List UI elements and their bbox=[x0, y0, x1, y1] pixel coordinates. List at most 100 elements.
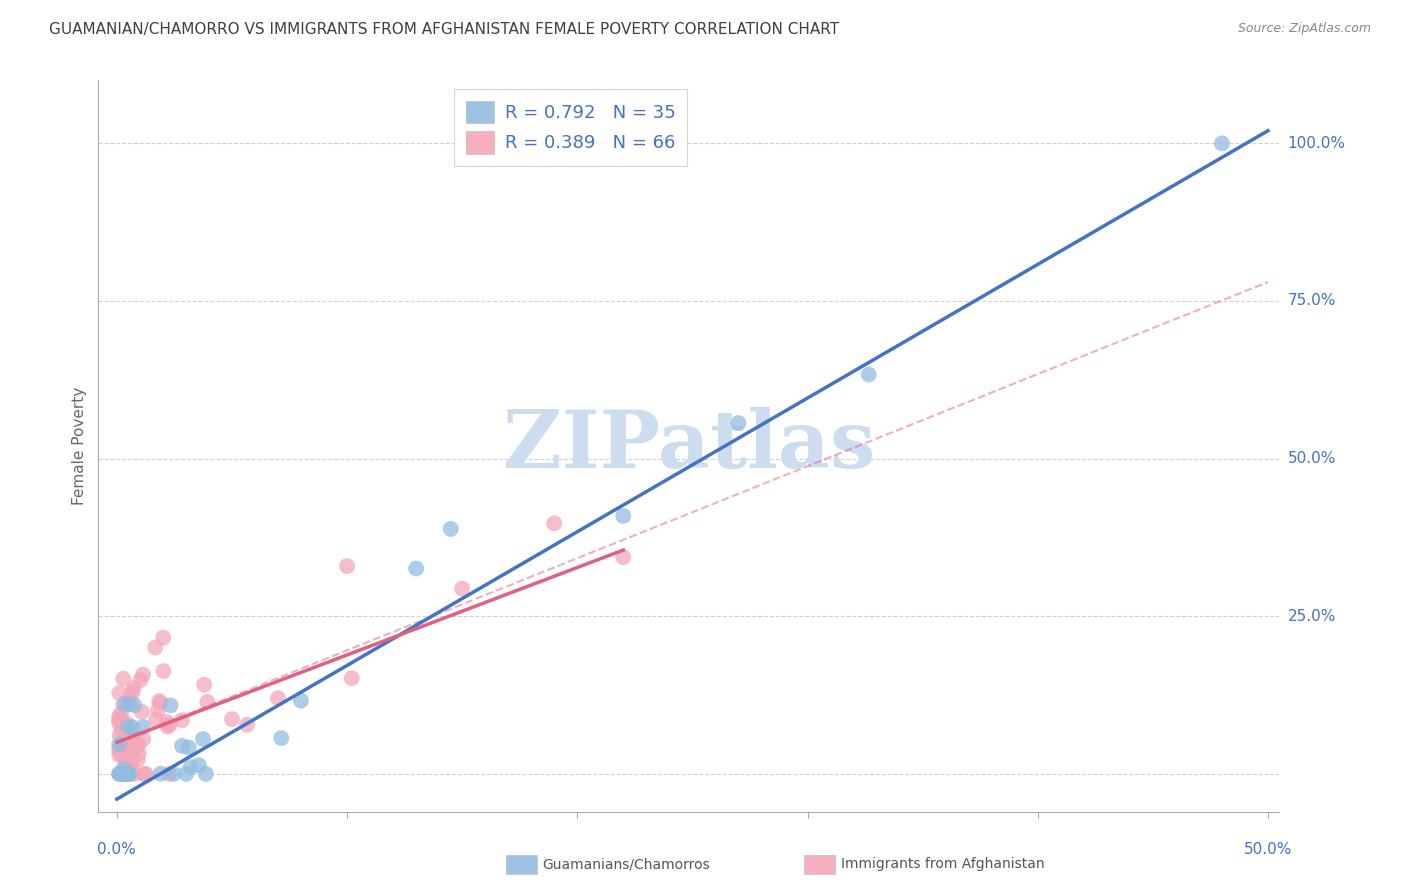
Point bbox=[114, 697, 136, 711]
Point bbox=[149, 766, 172, 780]
Point bbox=[340, 671, 363, 685]
Point bbox=[157, 767, 180, 781]
Point bbox=[127, 738, 149, 752]
Point bbox=[858, 368, 880, 382]
Text: Guamanians/Chamorros: Guamanians/Chamorros bbox=[543, 857, 710, 871]
Point bbox=[117, 759, 139, 773]
Point bbox=[120, 697, 142, 711]
Point bbox=[117, 720, 139, 734]
Point bbox=[118, 737, 141, 751]
Point bbox=[195, 695, 218, 709]
Point bbox=[122, 739, 145, 753]
Point bbox=[612, 550, 634, 565]
Point bbox=[120, 731, 142, 745]
Point bbox=[115, 767, 138, 781]
Text: ZIPatlas: ZIPatlas bbox=[503, 407, 875, 485]
Point bbox=[727, 416, 749, 430]
Point bbox=[152, 631, 174, 645]
Y-axis label: Female Poverty: Female Poverty bbox=[72, 387, 87, 505]
Point bbox=[120, 756, 142, 771]
Point bbox=[108, 767, 131, 781]
Point bbox=[112, 672, 135, 686]
Point bbox=[159, 717, 181, 731]
Point bbox=[108, 742, 131, 756]
Point bbox=[127, 738, 149, 752]
Point bbox=[148, 694, 170, 708]
Point bbox=[108, 686, 131, 700]
Point bbox=[290, 693, 312, 707]
Point bbox=[120, 753, 142, 767]
Point bbox=[236, 718, 259, 732]
Point bbox=[108, 715, 131, 730]
Point bbox=[110, 713, 132, 727]
Point bbox=[135, 767, 157, 781]
Point bbox=[125, 738, 148, 752]
Point bbox=[131, 705, 153, 719]
Text: 50.0%: 50.0% bbox=[1244, 842, 1292, 857]
Point bbox=[405, 561, 427, 575]
Point bbox=[163, 767, 186, 781]
Point bbox=[612, 508, 634, 523]
Point bbox=[172, 739, 194, 753]
Point bbox=[115, 723, 138, 738]
Point bbox=[121, 750, 143, 764]
Point bbox=[112, 736, 135, 750]
Point bbox=[124, 731, 146, 745]
Point bbox=[115, 716, 138, 731]
Point bbox=[118, 767, 141, 781]
Point bbox=[221, 712, 243, 726]
Text: 50.0%: 50.0% bbox=[1288, 451, 1336, 467]
Point bbox=[118, 767, 141, 781]
Point bbox=[193, 678, 215, 692]
Point bbox=[117, 767, 139, 781]
Point bbox=[451, 582, 474, 596]
Point bbox=[146, 703, 169, 717]
Point bbox=[270, 731, 292, 745]
Text: 0.0%: 0.0% bbox=[97, 842, 136, 857]
Point bbox=[145, 713, 167, 727]
Point bbox=[112, 762, 135, 776]
Text: GUAMANIAN/CHAMORRO VS IMMIGRANTS FROM AFGHANISTAN FEMALE POVERTY CORRELATION CHA: GUAMANIAN/CHAMORRO VS IMMIGRANTS FROM AF… bbox=[49, 22, 839, 37]
Point bbox=[156, 720, 179, 734]
Point bbox=[110, 706, 132, 721]
Point bbox=[110, 767, 132, 781]
Point bbox=[108, 767, 131, 781]
Point bbox=[108, 737, 131, 751]
Point bbox=[108, 747, 131, 762]
Point bbox=[111, 767, 134, 781]
Point bbox=[440, 522, 463, 536]
Point bbox=[114, 753, 136, 767]
Point bbox=[177, 740, 200, 755]
Point bbox=[191, 731, 214, 746]
Point bbox=[117, 730, 139, 744]
Point bbox=[1211, 136, 1233, 151]
Point bbox=[134, 767, 156, 781]
Point bbox=[170, 713, 193, 727]
Point bbox=[174, 767, 197, 781]
Point bbox=[132, 720, 155, 734]
Point bbox=[187, 758, 209, 772]
Point bbox=[132, 731, 155, 746]
Point bbox=[110, 747, 132, 761]
Point bbox=[180, 760, 202, 774]
Point bbox=[114, 767, 136, 781]
Point bbox=[112, 767, 135, 781]
Point bbox=[108, 709, 131, 723]
Text: Source: ZipAtlas.com: Source: ZipAtlas.com bbox=[1237, 22, 1371, 36]
Point bbox=[122, 681, 145, 695]
Point bbox=[124, 698, 146, 713]
Point bbox=[152, 664, 174, 678]
Point bbox=[149, 696, 172, 710]
Point bbox=[129, 673, 152, 687]
Point bbox=[118, 691, 141, 706]
Point bbox=[121, 685, 143, 699]
Point bbox=[159, 698, 181, 713]
Point bbox=[112, 698, 135, 712]
Legend: R = 0.792   N = 35, R = 0.389   N = 66: R = 0.792 N = 35, R = 0.389 N = 66 bbox=[454, 89, 688, 166]
Point bbox=[132, 667, 155, 681]
Point bbox=[110, 722, 132, 736]
Text: Immigrants from Afghanistan: Immigrants from Afghanistan bbox=[841, 857, 1045, 871]
Point bbox=[143, 640, 166, 655]
Point bbox=[120, 747, 142, 762]
Point bbox=[127, 753, 149, 767]
